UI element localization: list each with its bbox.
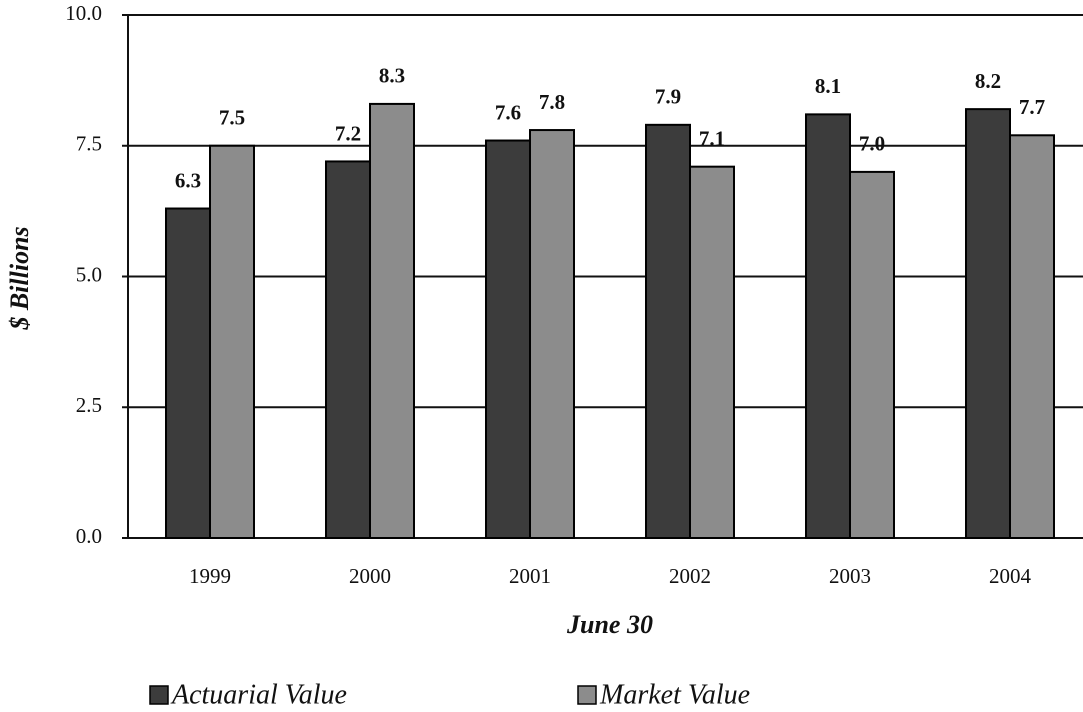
bar — [165, 207, 211, 539]
data-label: 8.3 — [379, 64, 405, 88]
legend-swatch — [149, 685, 169, 705]
data-label: 8.1 — [815, 74, 841, 98]
bar — [849, 170, 895, 539]
y-tick-label: 0.0 — [76, 524, 102, 548]
x-tick-label: 2000 — [349, 564, 391, 588]
bar — [805, 113, 851, 540]
y-axis-label: $ Billions — [5, 226, 34, 330]
data-label: 7.0 — [859, 132, 885, 156]
x-tick-label: 2002 — [669, 564, 711, 588]
bar — [1009, 134, 1055, 539]
data-label: 7.2 — [335, 121, 361, 145]
data-label: 7.1 — [699, 126, 725, 150]
x-tick-label: 1999 — [189, 564, 231, 588]
data-label: 8.2 — [975, 69, 1001, 93]
y-tick-label: 2.5 — [76, 393, 102, 417]
x-tick-label: 2004 — [989, 564, 1032, 588]
x-tick-label: 2003 — [829, 564, 871, 588]
bar — [369, 102, 415, 539]
data-label: 7.9 — [655, 85, 681, 109]
y-tick-label: 7.5 — [76, 132, 102, 156]
bar — [485, 139, 531, 540]
data-label: 6.3 — [175, 168, 201, 192]
bar — [689, 165, 735, 539]
bar — [209, 144, 255, 539]
x-tick-label: 2001 — [509, 564, 551, 588]
x-axis-label: June 30 — [566, 610, 653, 639]
bar — [529, 129, 575, 539]
data-label: 7.5 — [219, 106, 245, 130]
data-label: 7.8 — [539, 90, 565, 114]
legend-label: Actuarial Value — [170, 679, 347, 710]
bar — [965, 108, 1011, 539]
bar — [325, 160, 371, 539]
legend-label: Market Value — [599, 679, 750, 710]
data-label: 7.7 — [1019, 95, 1045, 119]
data-label: 7.6 — [495, 100, 521, 124]
legend-swatch — [577, 685, 597, 705]
y-tick-label: 5.0 — [76, 262, 102, 286]
y-tick-label: 10.0 — [65, 1, 102, 25]
bar — [645, 123, 691, 540]
